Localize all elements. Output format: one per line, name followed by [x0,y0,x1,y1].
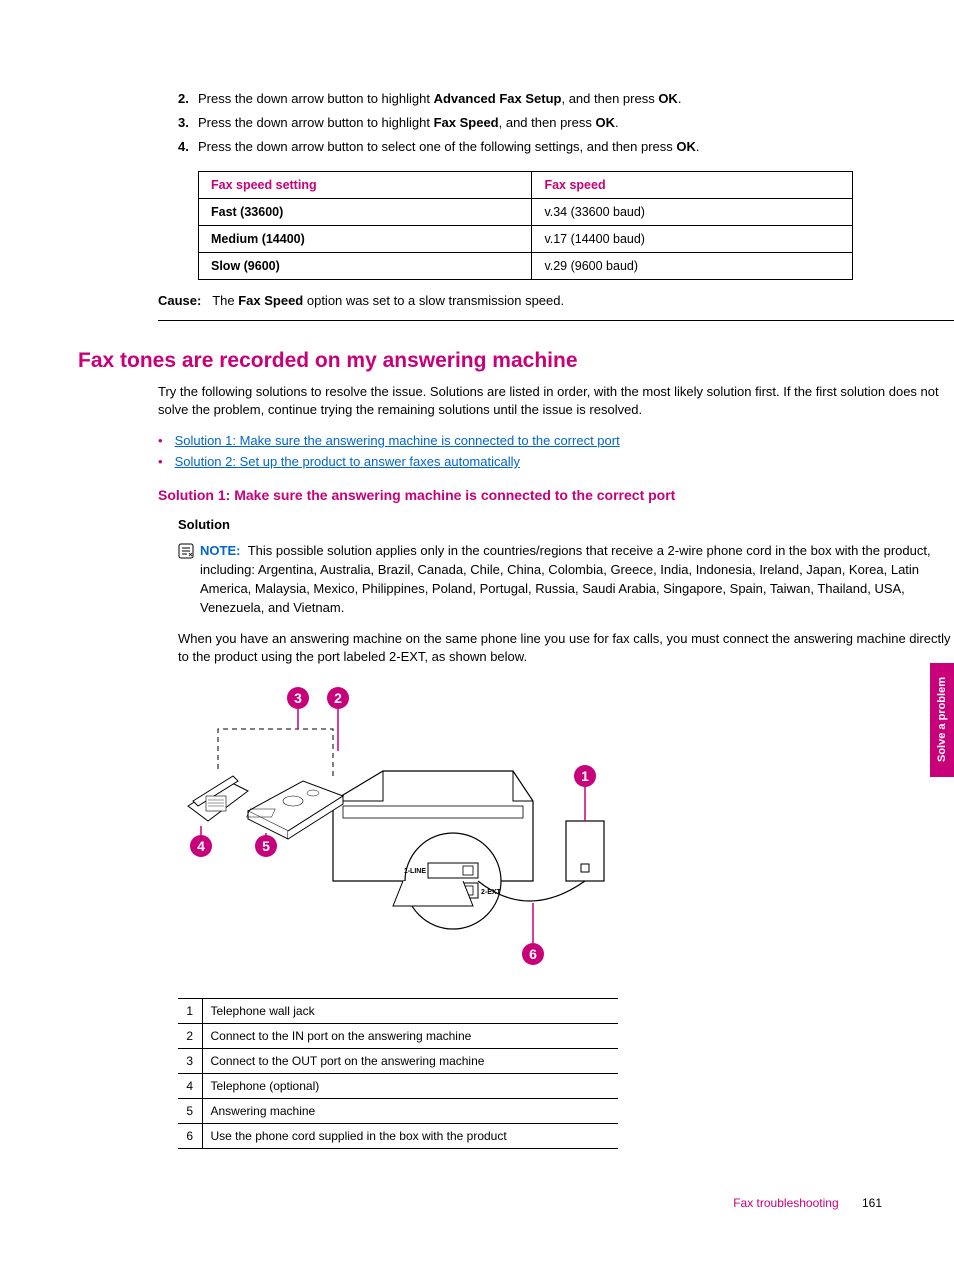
table-header: Fax speed setting [199,171,532,198]
note-icon [178,543,194,559]
svg-text:1-LINE: 1-LINE [404,868,427,875]
numbered-steps: 2.Press the down arrow button to highlig… [178,90,878,157]
svg-text:6: 6 [529,946,537,962]
diagram-legend-table: 1Telephone wall jack 2Connect to the IN … [178,998,618,1149]
table-row: 1Telephone wall jack [178,999,618,1024]
page-content: 2.Press the down arrow button to highlig… [78,90,878,1149]
note-box: NOTE: This possible solution applies onl… [178,542,954,617]
solution-links-list: Solution 1: Make sure the answering mach… [158,433,878,469]
solution-1-heading: Solution 1: Make sure the answering mach… [158,487,878,503]
solution-link-2[interactable]: Solution 2: Set up the product to answer… [175,454,520,469]
solution-label: Solution [178,517,878,532]
fax-speed-table: Fax speed setting Fax speed Fast (33600)… [198,171,853,280]
step-2: 2.Press the down arrow button to highlig… [178,90,878,108]
svg-text:2: 2 [334,690,342,706]
table-header: Fax speed [532,171,853,198]
svg-text:4: 4 [197,838,205,854]
connect-paragraph: When you have an answering machine on th… [178,630,954,668]
svg-text:1: 1 [581,768,589,784]
cause-text: Cause: The Fax Speed option was set to a… [158,292,878,310]
table-row: 4Telephone (optional) [178,1074,618,1099]
intro-paragraph: Try the following solutions to resolve t… [158,383,954,419]
list-item: Solution 1: Make sure the answering mach… [158,433,878,448]
footer-title: Fax troubleshooting [733,1196,838,1210]
step-3: 3.Press the down arrow button to highlig… [178,114,878,132]
note-text: NOTE: This possible solution applies onl… [200,542,954,617]
table-row: Fast (33600)v.34 (33600 baud) [199,198,853,225]
step-4: 4.Press the down arrow button to select … [178,138,878,156]
svg-text:5: 5 [262,838,270,854]
table-row: Slow (9600)v.29 (9600 baud) [199,252,853,279]
solution-link-1[interactable]: Solution 1: Make sure the answering mach… [175,433,620,448]
section-heading: Fax tones are recorded on my answering m… [78,349,878,373]
page-footer: Fax troubleshooting 161 [733,1196,882,1210]
table-row: 6Use the phone cord supplied in the box … [178,1124,618,1149]
table-row: Medium (14400)v.17 (14400 baud) [199,225,853,252]
list-item: Solution 2: Set up the product to answer… [158,454,878,469]
table-row: 3Connect to the OUT port on the answerin… [178,1049,618,1074]
page-number: 161 [862,1196,882,1210]
divider [158,320,954,321]
side-tab: Solve a problem [930,663,954,777]
svg-text:3: 3 [294,690,302,706]
table-row: 2Connect to the IN port on the answering… [178,1024,618,1049]
connection-diagram: 1 1-LINE 2-EXT [178,681,878,984]
table-row: 5Answering machine [178,1099,618,1124]
